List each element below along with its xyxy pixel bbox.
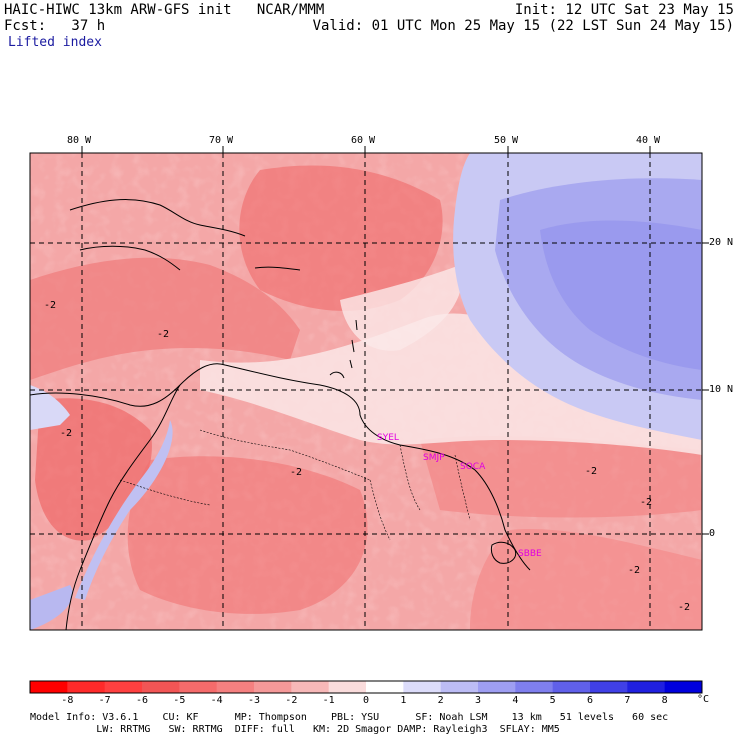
colorbar-tick-label: -8 [61,695,74,706]
colorbar-swatch [478,681,516,693]
colorbar-tick-label: -4 [210,695,223,706]
lat-label: 10 N [709,384,734,395]
colorbar-tick-label: -7 [98,695,111,706]
model-info-line2: LW: RRTMG SW: RRTMG DIFF: full KM: 2D Sm… [30,724,560,735]
colorbar-tick-label: -5 [173,695,186,706]
contour-label: -2 [585,466,597,477]
lon-label: 50 W [494,135,519,146]
field-dark-red-patch [127,456,368,614]
field-dark-red-patch [239,165,443,311]
contour-label: -2 [640,497,652,508]
map-field: -2 -2 -2 -2 -2 -2 -2 -2 SYEL SMJP SOCA S… [30,153,702,630]
colorbar-swatch [440,681,479,693]
init-time: Init: 12 UTC Sat 23 May 15 [514,2,734,18]
country-borders [119,429,471,541]
colorbar-frame [29,680,703,694]
colorbar-swatch [590,681,628,693]
lon-label: 80 W [67,135,92,146]
colorbar-swatch [216,681,255,693]
station-label: SYEL [377,433,399,443]
colorbar-swatch [515,681,554,693]
field-name: Lifted index [8,35,102,50]
field-blue-streak [75,420,173,600]
coastlines [30,199,531,630]
lon-label: 70 W [209,135,234,146]
colorbar-tick-label: 3 [474,695,482,706]
forecast-hour: Fcst: 37 h [4,18,106,34]
station-label: SBBE [518,549,542,559]
colorbar-swatch [552,681,591,693]
contour-label: -2 [44,300,56,311]
colorbar-swatch [67,681,106,693]
lon-label: 60 W [351,135,376,146]
field-dark-red-patch [470,529,702,630]
colorbar-swatch [664,681,703,693]
colorbar-tick-label: 1 [400,695,407,706]
colorbar-tick-label: 4 [512,695,519,706]
contour-label: -2 [628,565,640,576]
contour-label: -2 [157,329,169,340]
colorbar-swatch [403,681,442,693]
station-label: SMJP [423,453,445,463]
colorbar-swatch [254,681,292,693]
map-frame [29,152,703,631]
field-blue-patch [30,385,70,430]
lat-lon-grid [30,153,702,630]
lon-label: 40 W [636,135,661,146]
contour-label: -2 [678,602,690,613]
contour-label: -2 [60,428,72,439]
model-info-line1: Model Info: V3.6.1 CU: KF MP: Thompson P… [30,712,669,723]
lat-label: 20 N [709,237,734,248]
field-dark-red-patch [420,435,702,518]
colorbar-swatch [328,681,367,693]
colorbar [29,680,703,694]
colorbar-swatch [104,681,143,693]
colorbar-tick-label: 6 [586,695,594,706]
valid-time: Valid: 01 UTC Mon 25 May 15 (22 LST Sun … [312,18,734,34]
field-blue-core [540,220,702,370]
axis-ticks [81,146,709,535]
contour-labels: -2 -2 -2 -2 -2 -2 -2 -2 [44,300,690,613]
colorbar-swatch [142,681,180,693]
contour-label: -2 [290,467,302,478]
colorbar-tick-label: -6 [135,695,149,706]
colorbar-tick-label: -3 [247,695,261,706]
lat-label: 0 [709,528,716,539]
colorbar-swatch [291,681,330,693]
colorbar-tick-label: 7 [624,695,631,706]
field-dark-red-patch [30,257,300,380]
colorbar-tick-label: 2 [437,695,444,706]
colorbar-swatch [30,681,68,693]
colorbar-tick-label: 5 [549,695,556,706]
station-label: SOCA [460,462,486,472]
colorbar-tick-label: 0 [362,695,370,706]
colorbar-unit: °C [697,694,710,705]
colorbar-tick-label: -1 [322,695,335,706]
colorbar-swatch [179,681,218,693]
field-light-band [340,265,462,351]
model-title: HAIC-HIWC 13km ARW-GFS init NCAR/MMM [4,2,325,18]
colorbar-tick-label: 8 [661,695,668,706]
colorbar-tick-label: -2 [285,695,298,706]
field-light-band [200,313,702,455]
colorbar-swatch [627,681,666,693]
field-blue-patch [30,585,73,630]
colorbar-swatch [366,681,404,693]
